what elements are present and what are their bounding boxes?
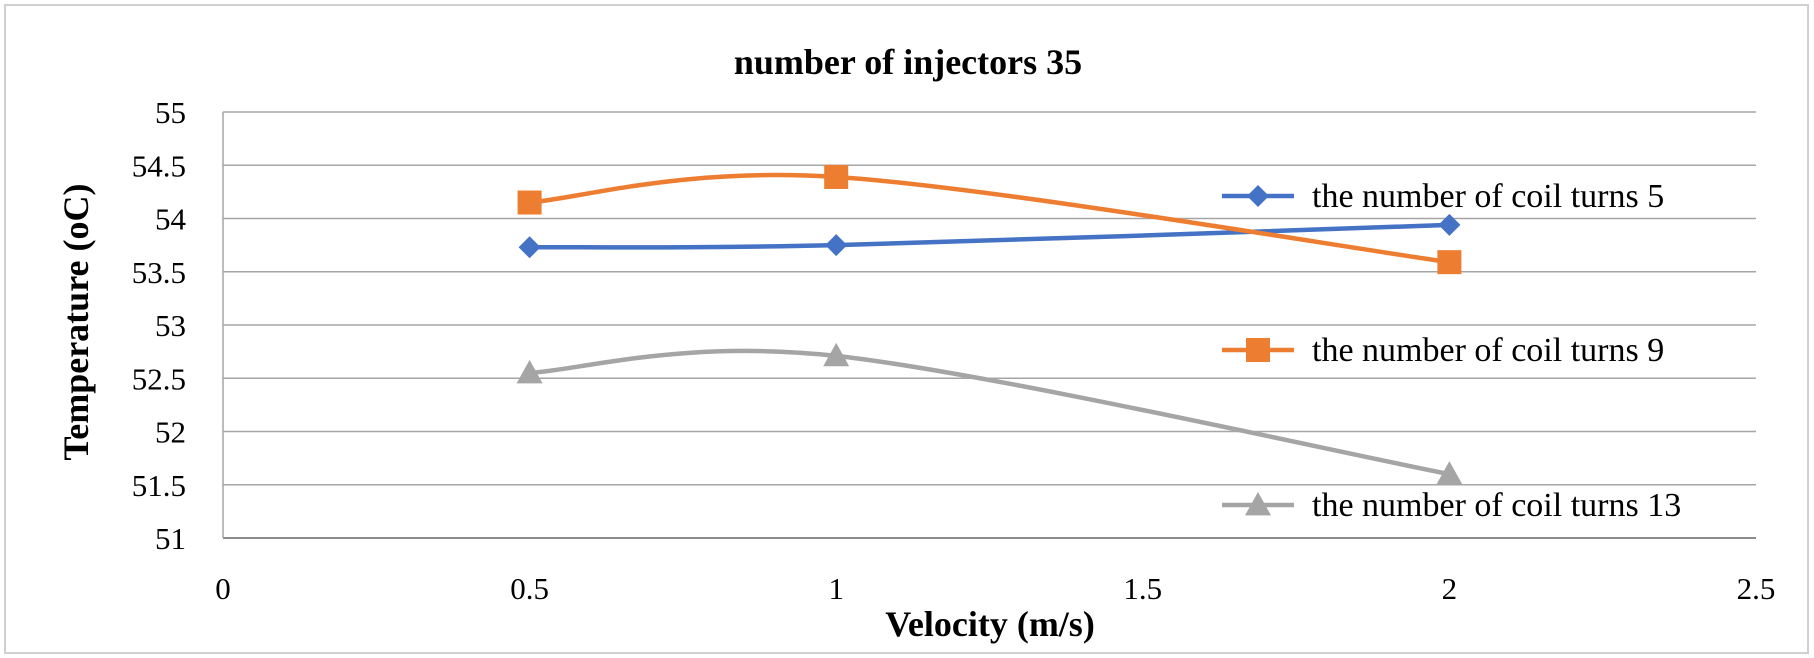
legend-marker	[1246, 338, 1270, 362]
series-markers	[516, 164, 1463, 485]
y-tick-label: 52.5	[132, 361, 186, 396]
legend-label: the number of coil turns 9	[1312, 332, 1664, 369]
x-tick-label: 2.5	[1737, 571, 1776, 606]
data-point	[517, 190, 542, 215]
series-lines	[527, 172, 1452, 477]
y-tick-label: 52	[155, 415, 186, 450]
y-axis-label: Temperature (oC)	[56, 184, 96, 461]
x-tick-label: 1.5	[1123, 571, 1162, 606]
legend-label: the number of coil turns 13	[1312, 487, 1681, 524]
chart-border	[4, 4, 1809, 654]
legend: the number of coil turns 5 the number of …	[1222, 178, 1681, 524]
data-point	[518, 236, 541, 259]
legend-item: the number of coil turns 9	[1222, 332, 1664, 369]
data-point	[824, 164, 849, 189]
data-point	[823, 342, 850, 367]
data-point	[516, 359, 543, 384]
x-tick-labels: 0 0.5 1 1.5 2 2.5	[215, 571, 1775, 606]
gridlines	[222, 111, 1756, 539]
legend-item: the number of coil turns 13	[1222, 487, 1681, 524]
series-line	[527, 172, 1452, 265]
data-point	[1437, 250, 1462, 275]
data-point	[1438, 213, 1461, 236]
y-tick-label: 53	[155, 308, 186, 343]
legend-marker	[1247, 185, 1269, 207]
y-tick-label: 51	[155, 521, 186, 556]
chart-title: number of injectors 35	[734, 42, 1082, 82]
y-tick-label: 55	[155, 95, 186, 130]
x-tick-label: 0.5	[510, 571, 549, 606]
data-point	[1436, 461, 1463, 485]
y-tick-label: 54.5	[132, 148, 186, 183]
x-tick-label: 2	[1442, 571, 1458, 606]
y-tick-label: 51.5	[132, 468, 186, 503]
series-line	[527, 348, 1452, 477]
x-tick-label: 1	[828, 571, 844, 606]
y-tick-label: 53.5	[132, 255, 186, 290]
legend-item: the number of coil turns 5	[1222, 178, 1664, 215]
x-tick-label: 0	[215, 571, 231, 606]
legend-marker	[1245, 492, 1271, 516]
y-tick-label: 54	[155, 202, 187, 237]
data-point	[825, 234, 848, 257]
series-line	[527, 222, 1452, 250]
x-axis-label: Velocity (m/s)	[885, 604, 1095, 644]
y-tick-labels: 51 51.5 52 52.5 53 53.5 54 54.5 55	[132, 95, 187, 556]
legend-label: the number of coil turns 5	[1312, 178, 1664, 215]
